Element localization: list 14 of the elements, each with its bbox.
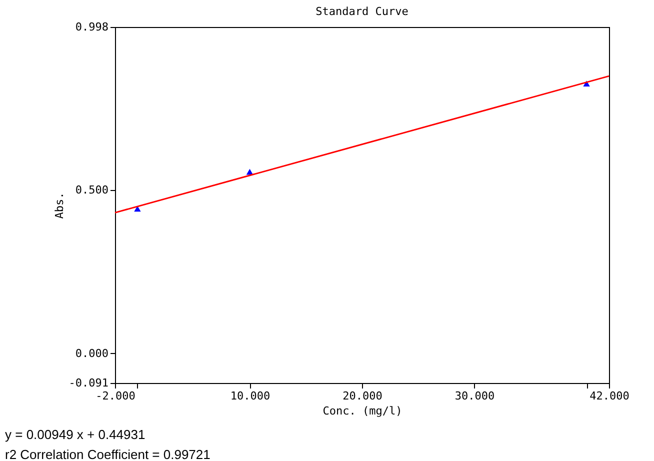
y-tick-label: -0.091	[68, 376, 108, 390]
x-axis-title: Conc. (mg/l)	[322, 404, 402, 418]
y-tick-label: 0.998	[75, 20, 108, 34]
text: r2 Correlation Coefficient = 0.99721	[5, 447, 210, 461]
y-axis-title: Abs.	[52, 192, 66, 219]
y-tick-label: 0.000	[75, 346, 108, 360]
x-tick-label: 20.000	[342, 390, 382, 402]
text: y = 0.00949 x + 0.44931	[5, 427, 146, 442]
x-tick-label: -2.000	[96, 390, 136, 402]
y-tick-label: 0.500	[75, 183, 108, 196]
chart-title: Standard Curve	[316, 5, 408, 18]
x-tick-label: 10.000	[230, 390, 270, 402]
x-tick-label: 30.000	[454, 390, 495, 402]
x-tick-label: 42.000	[590, 390, 630, 402]
